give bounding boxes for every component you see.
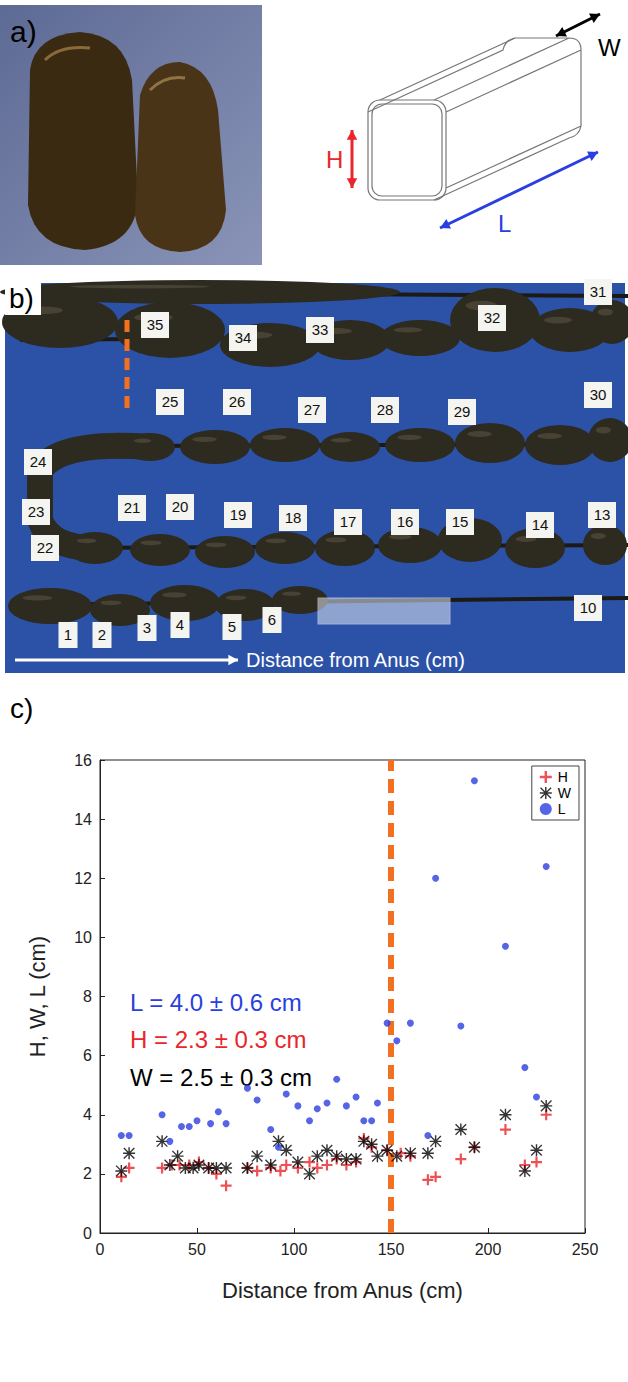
svg-text:27: 27 [304, 401, 321, 418]
svg-text:10: 10 [74, 929, 92, 946]
svg-text:32: 32 [484, 309, 501, 326]
svg-text:3: 3 [143, 619, 151, 636]
svg-text:21: 21 [124, 499, 141, 516]
svg-text:14: 14 [532, 516, 549, 533]
svg-text:0: 0 [96, 1241, 105, 1258]
svg-text:16: 16 [397, 513, 414, 530]
svg-text:35: 35 [147, 316, 164, 333]
svg-text:c): c) [10, 693, 33, 724]
svg-text:L: L [498, 210, 511, 237]
svg-text:29: 29 [454, 403, 471, 420]
svg-text:12: 12 [74, 870, 92, 887]
svg-text:16: 16 [74, 752, 92, 769]
svg-text:13: 13 [594, 506, 611, 523]
svg-text:26: 26 [229, 393, 246, 410]
svg-text:H: H [326, 146, 343, 173]
svg-text:4: 4 [83, 1106, 92, 1123]
svg-text:H, W, L (cm): H, W, L (cm) [25, 936, 50, 1057]
svg-text:10: 10 [580, 599, 597, 616]
svg-text:L = 4.0 ± 0.6 cm: L = 4.0 ± 0.6 cm [130, 989, 302, 1016]
svg-text:17: 17 [340, 513, 357, 530]
svg-text:2: 2 [83, 1165, 92, 1182]
svg-text:28: 28 [377, 401, 394, 418]
svg-text:6: 6 [268, 611, 276, 628]
svg-text:15: 15 [452, 513, 469, 530]
svg-text:8: 8 [83, 988, 92, 1005]
svg-text:5: 5 [228, 618, 236, 635]
svg-text:Distance from Anus (cm): Distance from Anus (cm) [246, 649, 465, 671]
svg-text:200: 200 [475, 1241, 502, 1258]
svg-text:50: 50 [188, 1241, 206, 1258]
svg-text:34: 34 [235, 329, 252, 346]
svg-text:20: 20 [172, 498, 189, 515]
svg-text:b): b) [9, 283, 34, 314]
svg-text:19: 19 [230, 506, 247, 523]
svg-text:2: 2 [98, 626, 106, 643]
svg-text:31: 31 [590, 283, 607, 300]
svg-text:250: 250 [572, 1241, 599, 1258]
svg-text:25: 25 [162, 393, 179, 410]
svg-text:a): a) [10, 15, 37, 48]
svg-text:H = 2.3 ± 0.3 cm: H = 2.3 ± 0.3 cm [130, 1026, 307, 1053]
svg-text:H: H [558, 769, 568, 785]
svg-text:1: 1 [64, 626, 72, 643]
svg-text:6: 6 [83, 1047, 92, 1064]
svg-text:Distance from Anus (cm): Distance from Anus (cm) [222, 1278, 463, 1303]
svg-text:W = 2.5 ± 0.3 cm: W = 2.5 ± 0.3 cm [130, 1064, 312, 1091]
svg-text:150: 150 [378, 1241, 405, 1258]
svg-text:23: 23 [28, 503, 45, 520]
svg-text:W: W [598, 34, 621, 61]
svg-text:30: 30 [590, 386, 607, 403]
svg-text:W: W [558, 785, 572, 801]
svg-text:14: 14 [74, 811, 92, 828]
svg-text:24: 24 [30, 453, 47, 470]
svg-text:100: 100 [281, 1241, 308, 1258]
svg-text:33: 33 [312, 321, 329, 338]
svg-text:L: L [558, 801, 566, 817]
svg-text:22: 22 [37, 539, 54, 556]
svg-text:0: 0 [83, 1225, 92, 1242]
svg-text:18: 18 [285, 509, 302, 526]
svg-text:4: 4 [176, 616, 184, 633]
